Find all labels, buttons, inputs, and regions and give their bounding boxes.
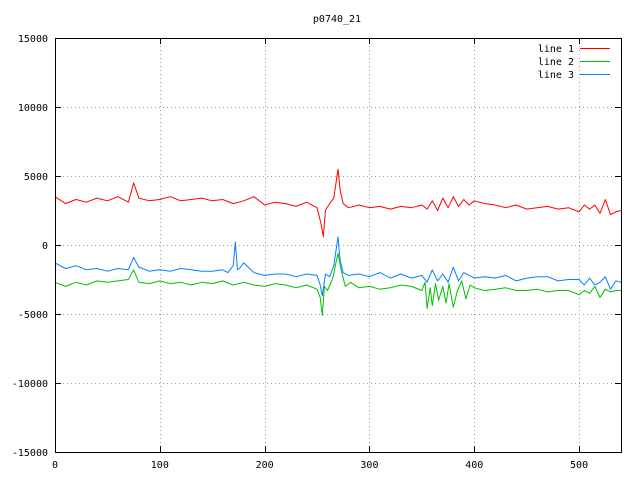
axis-ticks: 0 100 200 300 400 500 -15000 -10000 -5000 0 5000 10…: [12, 34, 621, 471]
chart-title: p0740_21: [313, 14, 361, 25]
legend-label-3: line 3: [538, 70, 574, 81]
x-tick-label: 0: [52, 460, 58, 471]
y-tick-label: -15000: [12, 448, 48, 459]
series-lines: [54, 168, 622, 316]
x-tick-label: 200: [256, 460, 274, 471]
y-tick-label: 0: [42, 241, 48, 252]
y-tick-label: -5000: [18, 310, 48, 321]
x-tick-label: 300: [360, 460, 378, 471]
x-tick-label: 100: [151, 460, 169, 471]
series-line-2: [54, 252, 621, 316]
legend-label-2: line 2: [538, 57, 574, 68]
legend-label-1: line 1: [538, 44, 574, 55]
series-line-1: [54, 168, 622, 238]
y-tick-label: 15000: [18, 34, 48, 45]
y-tick-label: 5000: [24, 172, 48, 183]
legend: line 1 line 2 line 3: [538, 44, 610, 81]
x-tick-label: 400: [465, 460, 483, 471]
plot-frame: [55, 38, 622, 453]
grid-lines: [55, 38, 621, 452]
y-tick-label: 10000: [18, 103, 48, 114]
x-tick-label: 500: [570, 460, 588, 471]
y-tick-label: -10000: [12, 379, 48, 390]
series-line-3: [54, 236, 622, 297]
